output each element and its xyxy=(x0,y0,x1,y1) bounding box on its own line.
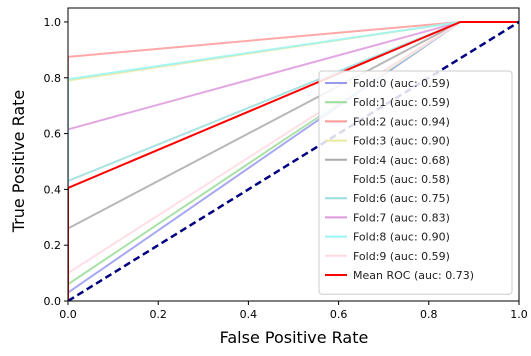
curves-layer xyxy=(68,20,519,301)
legend-entry: Mean ROC (auc: 0.73) xyxy=(325,269,474,282)
legend-label: Fold:6 (auc: 0.75) xyxy=(353,192,450,205)
y-axis-label: True Positive Rate xyxy=(9,90,28,234)
legend-label: Fold:7 (auc: 0.83) xyxy=(353,211,450,224)
x-tick-label: 0.8 xyxy=(420,308,438,321)
mean-roc-line xyxy=(68,20,519,301)
legend-entry: Fold:1 (auc: 0.59) xyxy=(325,96,450,109)
x-tick-label: 0.0 xyxy=(59,308,77,321)
legend-entry: Fold:7 (auc: 0.83) xyxy=(325,211,450,224)
ticks-layer: 0.0 0.2 0.4 0.6 0.8 1.0 0.0 0.2 0.4 0.6 0.8 1.0 xyxy=(44,16,528,321)
y-tick-label: 0.6 xyxy=(44,128,62,141)
legend-label: Fold:5 (auc: 0.58) xyxy=(353,173,450,186)
legend-label: Mean ROC (auc: 0.73) xyxy=(353,269,474,282)
legend-entry: Fold:9 (auc: 0.59) xyxy=(325,250,450,263)
legend-label: Fold:1 (auc: 0.59) xyxy=(353,96,450,109)
legend-entry: Fold:0 (auc: 0.59) xyxy=(325,77,450,90)
y-tick-label: 1.0 xyxy=(44,16,62,29)
y-tick-label: 0.4 xyxy=(44,183,62,196)
legend-box xyxy=(318,70,513,295)
x-tick-label: 0.2 xyxy=(149,308,167,321)
legend-label: Fold:9 (auc: 0.59) xyxy=(353,250,450,263)
legend-entry: Fold:8 (auc: 0.90) xyxy=(325,231,450,244)
legend-label: Fold:4 (auc: 0.68) xyxy=(353,154,450,167)
legend-entry: Fold:2 (auc: 0.94) xyxy=(325,115,450,128)
x-tick-label: 1.0 xyxy=(510,308,528,321)
legend-entry: Fold:3 (auc: 0.90) xyxy=(325,135,450,148)
legend-entry: Fold:6 (auc: 0.75) xyxy=(325,192,450,205)
plot-frame xyxy=(67,7,520,302)
legend-label: Fold:2 (auc: 0.94) xyxy=(353,115,450,128)
y-tick-label: 0.8 xyxy=(44,72,62,85)
y-tick-label: 0.0 xyxy=(44,295,62,308)
chance-diagonal-line xyxy=(68,20,519,301)
legend: Fold:0 (auc: 0.59) Fold:1 (auc: 0.59) Fold… xyxy=(318,70,513,295)
y-tick-label: 0.2 xyxy=(44,239,62,252)
x-tick-label: 0.4 xyxy=(240,308,258,321)
legend-entry: Fold:4 (auc: 0.68) xyxy=(325,154,450,167)
x-axis-label: False Positive Rate xyxy=(220,328,369,347)
legend-label: Fold:8 (auc: 0.90) xyxy=(353,231,450,244)
legend-entry: Fold:5 (auc: 0.58) xyxy=(325,173,450,186)
legend-label: Fold:0 (auc: 0.59) xyxy=(353,77,450,90)
x-tick-label: 0.6 xyxy=(330,308,348,321)
axes-frame xyxy=(67,7,520,302)
legend-label: Fold:3 (auc: 0.90) xyxy=(353,135,450,148)
